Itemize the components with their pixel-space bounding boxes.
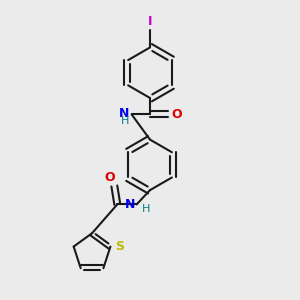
Text: I: I — [148, 14, 152, 28]
Text: O: O — [171, 108, 182, 121]
Text: S: S — [115, 240, 124, 253]
Text: O: O — [105, 171, 115, 184]
Text: N: N — [125, 199, 135, 212]
Text: N: N — [119, 107, 129, 120]
Text: H: H — [121, 116, 129, 126]
Text: H: H — [142, 204, 150, 214]
